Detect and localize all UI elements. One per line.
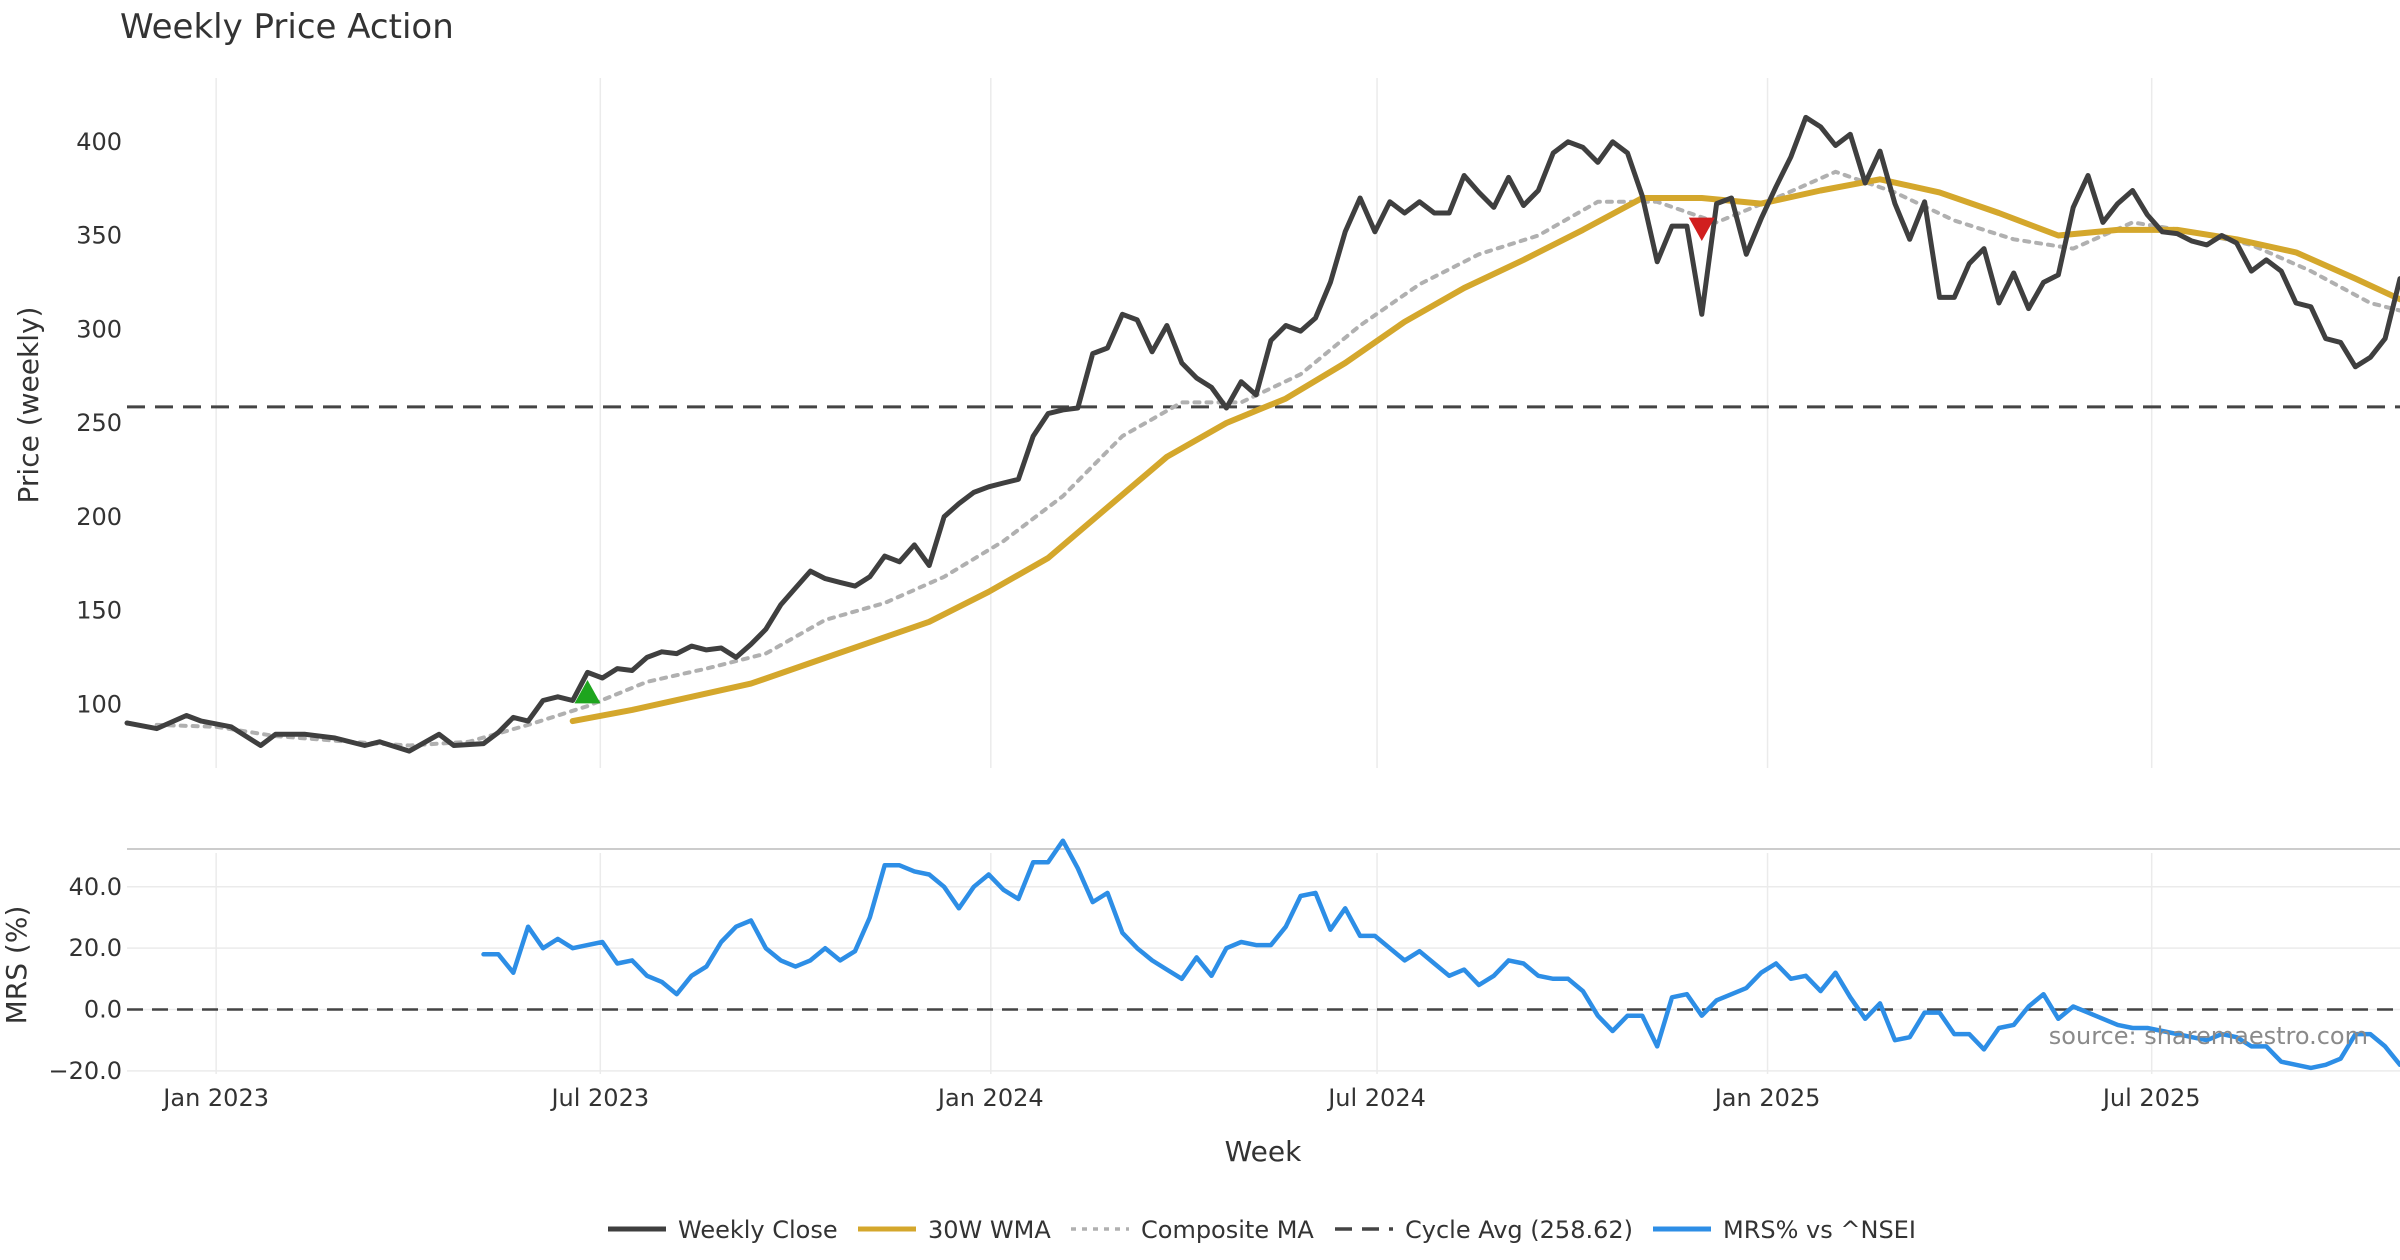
mrs-y-ticks: −20.0 0.0 20.0 40.0 [48,873,122,1085]
mrs-line [481,838,2400,1071]
x-tick-label: Jul 2023 [549,1084,649,1112]
legend: Weekly Close 30W WMA Composite MA Cycle Avg… [608,1216,1916,1244]
source-note: source: sharemaestro.com [2049,1022,2368,1050]
price-y-tick-label: 300 [76,315,122,343]
legend-label: Cycle Avg (258.62) [1405,1216,1633,1244]
x-tick-label: Jan 2024 [936,1084,1044,1112]
price-series-group [124,114,2400,754]
mrs-series-group [481,838,2400,1071]
price-y-axis-title: Price (weekly) [12,307,45,504]
legend-label: Weekly Close [678,1216,838,1244]
price-panel: 100 150 200 250 300 350 400 Price (weekly) [12,78,2400,768]
mrs-y-tick-label: 40.0 [69,873,122,901]
x-tick-label: Jan 2025 [1713,1084,1821,1112]
weekly-close-line [124,114,2400,754]
legend-label: Composite MA [1141,1216,1314,1244]
mrs-y-axis-title: MRS (%) [0,906,33,1025]
legend-label: MRS% vs ^NSEI [1723,1216,1916,1244]
x-tick-label: Jul 2024 [1326,1084,1426,1112]
mrs-y-tick-label: 20.0 [69,934,122,962]
sell-signal-marker [1688,217,1715,241]
x-tick-label: Jan 2023 [161,1084,269,1112]
price-y-tick-label: 100 [76,690,122,718]
price-y-tick-label: 350 [76,222,122,250]
price-y-ticks: 100 150 200 250 300 350 400 [76,128,122,719]
legend-label: 30W WMA [928,1216,1051,1244]
signal-markers [574,217,1715,704]
x-axis-ticks: Jan 2023 Jul 2023 Jan 2024 Jul 2024 Jan 2025… [161,1084,2200,1112]
price-y-tick-label: 200 [76,503,122,531]
composite-ma-line [154,169,2400,748]
mrs-y-tick-label: −20.0 [48,1057,122,1085]
mrs-panel: −20.0 0.0 20.0 40.0 MRS (%) source: sharema… [0,838,2400,1085]
price-gridlines [215,78,2153,768]
price-y-tick-label: 400 [76,128,122,156]
buy-signal-marker [574,680,601,704]
price-y-tick-label: 250 [76,409,122,437]
chart-title: Weekly Price Action [120,7,454,47]
mrs-y-tick-label: 0.0 [84,996,122,1024]
x-axis-title: Week [1225,1135,1302,1168]
x-tick-label: Jul 2025 [2101,1084,2201,1112]
wma-30w-line [569,176,2400,725]
price-y-tick-label: 150 [76,597,122,625]
